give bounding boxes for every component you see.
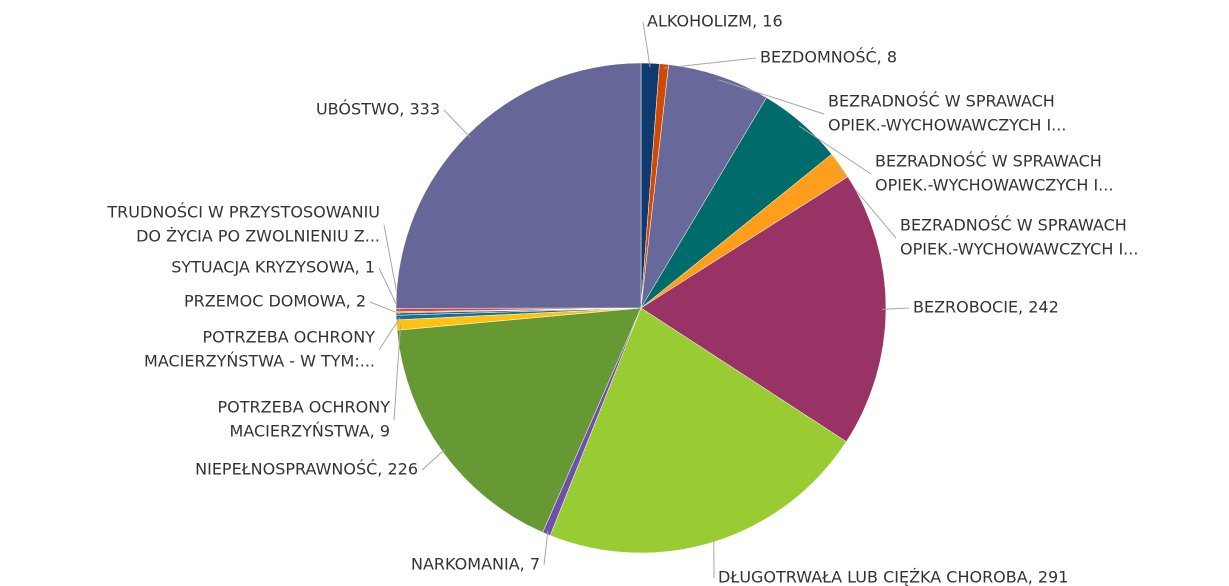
data-label: PRZEMOC DOMOWA, 2 bbox=[184, 292, 366, 311]
data-label: BEZRADNOŚĆ W SPRAWACH bbox=[900, 216, 1127, 235]
leader-line bbox=[543, 530, 549, 566]
data-label: MACIERZYŃSTWA, 9 bbox=[230, 422, 390, 441]
data-label: MACIERZYŃSTWA - W TYM:... bbox=[144, 352, 375, 371]
leader-line bbox=[393, 324, 402, 421]
data-label: DŁUGOTRWAŁA LUB CIĘŻKA CHOROBA, 291 bbox=[718, 568, 1068, 586]
data-label: SYTUACJA KRYZYSOWA, 1 bbox=[171, 258, 375, 277]
data-label: BEZRADNOŚĆ W SPRAWACH bbox=[828, 92, 1055, 111]
data-label: BEZDOMNOŚĆ, 8 bbox=[760, 48, 897, 67]
pie-slice bbox=[549, 307, 847, 554]
leader-line bbox=[443, 109, 471, 139]
data-label: OPIEK.-WYCHOWAWCZYCH I... bbox=[828, 116, 1066, 135]
data-label: NARKOMANIA, 7 bbox=[411, 555, 540, 574]
data-label: NIEPEŁNOSPRAWNOŚĆ, 226 bbox=[195, 460, 418, 479]
data-label: UBÓSTWO, 333 bbox=[316, 100, 440, 119]
data-label: ALKOHOLIZM, 16 bbox=[647, 12, 783, 31]
data-label: TRUDNOŚCI W PRZYSTOSOWANIU bbox=[106, 203, 380, 222]
data-label: OPIEK.-WYCHOWAWCZYCH I... bbox=[875, 176, 1113, 195]
leader-line bbox=[642, 21, 651, 68]
leader-line bbox=[378, 317, 401, 351]
leader-line bbox=[717, 79, 825, 115]
data-label: OPIEK.-WYCHOWAWCZYCH I... bbox=[900, 240, 1138, 259]
leader-line bbox=[798, 125, 872, 175]
data-label: POTRZEBA OCHRONY bbox=[203, 328, 376, 347]
data-label: BEZRADNOŚĆ W SPRAWACH bbox=[875, 152, 1102, 171]
data-label: BEZROBOCIE, 242 bbox=[913, 298, 1059, 317]
leader-line bbox=[369, 301, 401, 315]
leader-line bbox=[421, 448, 446, 471]
data-label: DO ŻYCIA PO ZWOLNIENIU Z... bbox=[136, 227, 380, 246]
data-label: POTRZEBA OCHRONY bbox=[218, 398, 391, 417]
leader-line bbox=[881, 307, 910, 310]
